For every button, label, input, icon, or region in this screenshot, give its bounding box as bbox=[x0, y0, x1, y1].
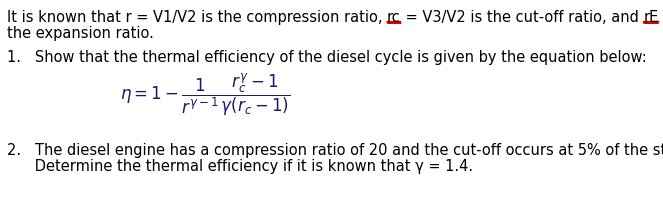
Text: $\eta = 1 - \dfrac{1}{r^{\gamma-1}} \dfrac{r_c^{\gamma} - 1}{\gamma(r_c - 1)}$: $\eta = 1 - \dfrac{1}{r^{\gamma-1}} \dfr… bbox=[120, 72, 290, 118]
Text: = V1/V3 is: = V1/V3 is bbox=[658, 10, 663, 25]
Text: Determine the thermal efficiency if it is known that γ = 1.4.: Determine the thermal efficiency if it i… bbox=[7, 159, 473, 174]
Text: 1.   Show that the thermal efficiency of the diesel cycle is given by the equati: 1. Show that the thermal efficiency of t… bbox=[7, 50, 646, 65]
Text: 2.   The diesel engine has a compression ratio of 20 and the cut-off occurs at 5: 2. The diesel engine has a compression r… bbox=[7, 143, 663, 158]
Text: rc: rc bbox=[387, 10, 401, 25]
Text: rE: rE bbox=[643, 10, 658, 25]
Text: the expansion ratio.: the expansion ratio. bbox=[7, 26, 154, 41]
Text: = V3/V2 is the cut-off ratio, and: = V3/V2 is the cut-off ratio, and bbox=[401, 10, 643, 25]
Text: It is known that r = V1/V2 is the compression ratio,: It is known that r = V1/V2 is the compre… bbox=[7, 10, 387, 25]
